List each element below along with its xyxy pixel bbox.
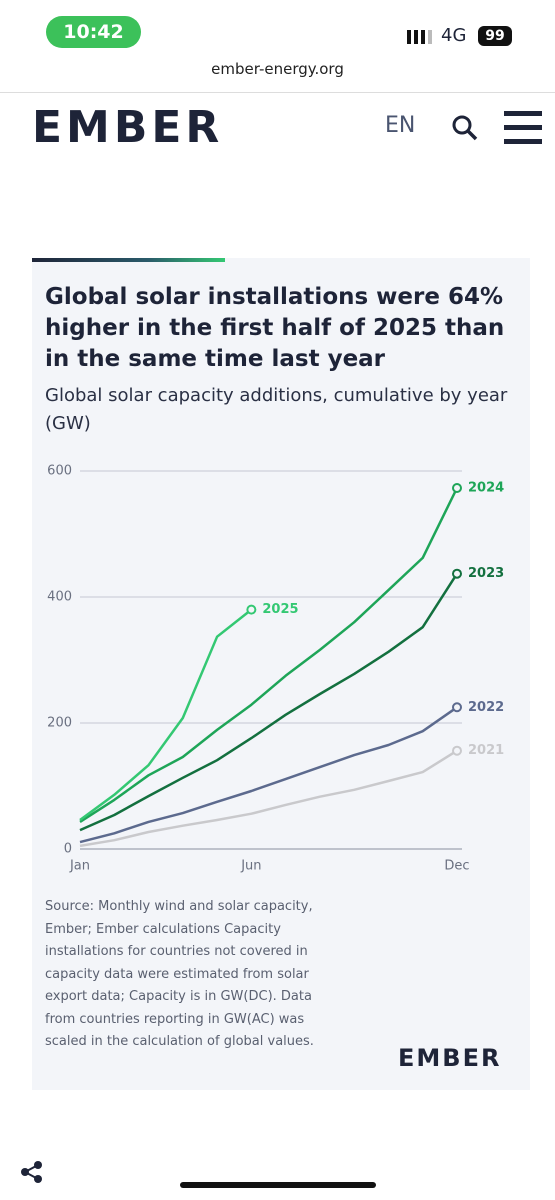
footer-logo: EMBER (398, 1044, 502, 1072)
url[interactable]: ember-energy.org (211, 60, 344, 78)
end-marker (452, 702, 462, 713)
divider (0, 92, 555, 93)
chart-title: Global solar installations were 64% high… (45, 284, 505, 372)
y-tick-label: 600 (47, 464, 72, 479)
card-accent (32, 258, 225, 262)
series-label: 2023 (468, 566, 504, 581)
x-tick-label: Dec (444, 859, 469, 874)
x-tick-label: Jan (69, 859, 90, 874)
y-tick-label: 400 (47, 590, 72, 605)
chart-card (32, 258, 530, 1090)
series-label: 2025 (262, 602, 298, 617)
network: 4G (441, 25, 467, 46)
series-label: 2021 (468, 743, 504, 758)
share-icon[interactable] (20, 1160, 44, 1184)
search-icon[interactable] (450, 113, 480, 143)
series-label: 2022 (468, 700, 504, 715)
end-marker (452, 483, 462, 494)
end-marker (452, 745, 462, 756)
time-pill: 10:42 (46, 16, 141, 48)
chart-subtitle: Global solar capacity additions, cumulat… (45, 385, 508, 434)
series-line (79, 706, 458, 844)
source: Source: Monthly wind and solar capacity,… (45, 899, 314, 1049)
series-line (79, 487, 459, 823)
end-marker (452, 568, 462, 579)
menu-icon[interactable] (504, 110, 542, 146)
home-indicator (180, 1182, 376, 1188)
series-line (79, 608, 253, 822)
logo[interactable]: EMBER (32, 102, 224, 153)
end-marker (246, 604, 257, 615)
series-label: 2024 (468, 481, 504, 496)
language[interactable]: EN (385, 113, 416, 138)
series-line (79, 573, 459, 832)
x-tick-label: Jun (240, 859, 261, 874)
y-tick-label: 200 (47, 716, 72, 731)
signal-icon (407, 30, 433, 44)
series-line (79, 749, 458, 848)
battery: 99 (478, 26, 512, 46)
y-tick-label: 0 (64, 842, 72, 857)
